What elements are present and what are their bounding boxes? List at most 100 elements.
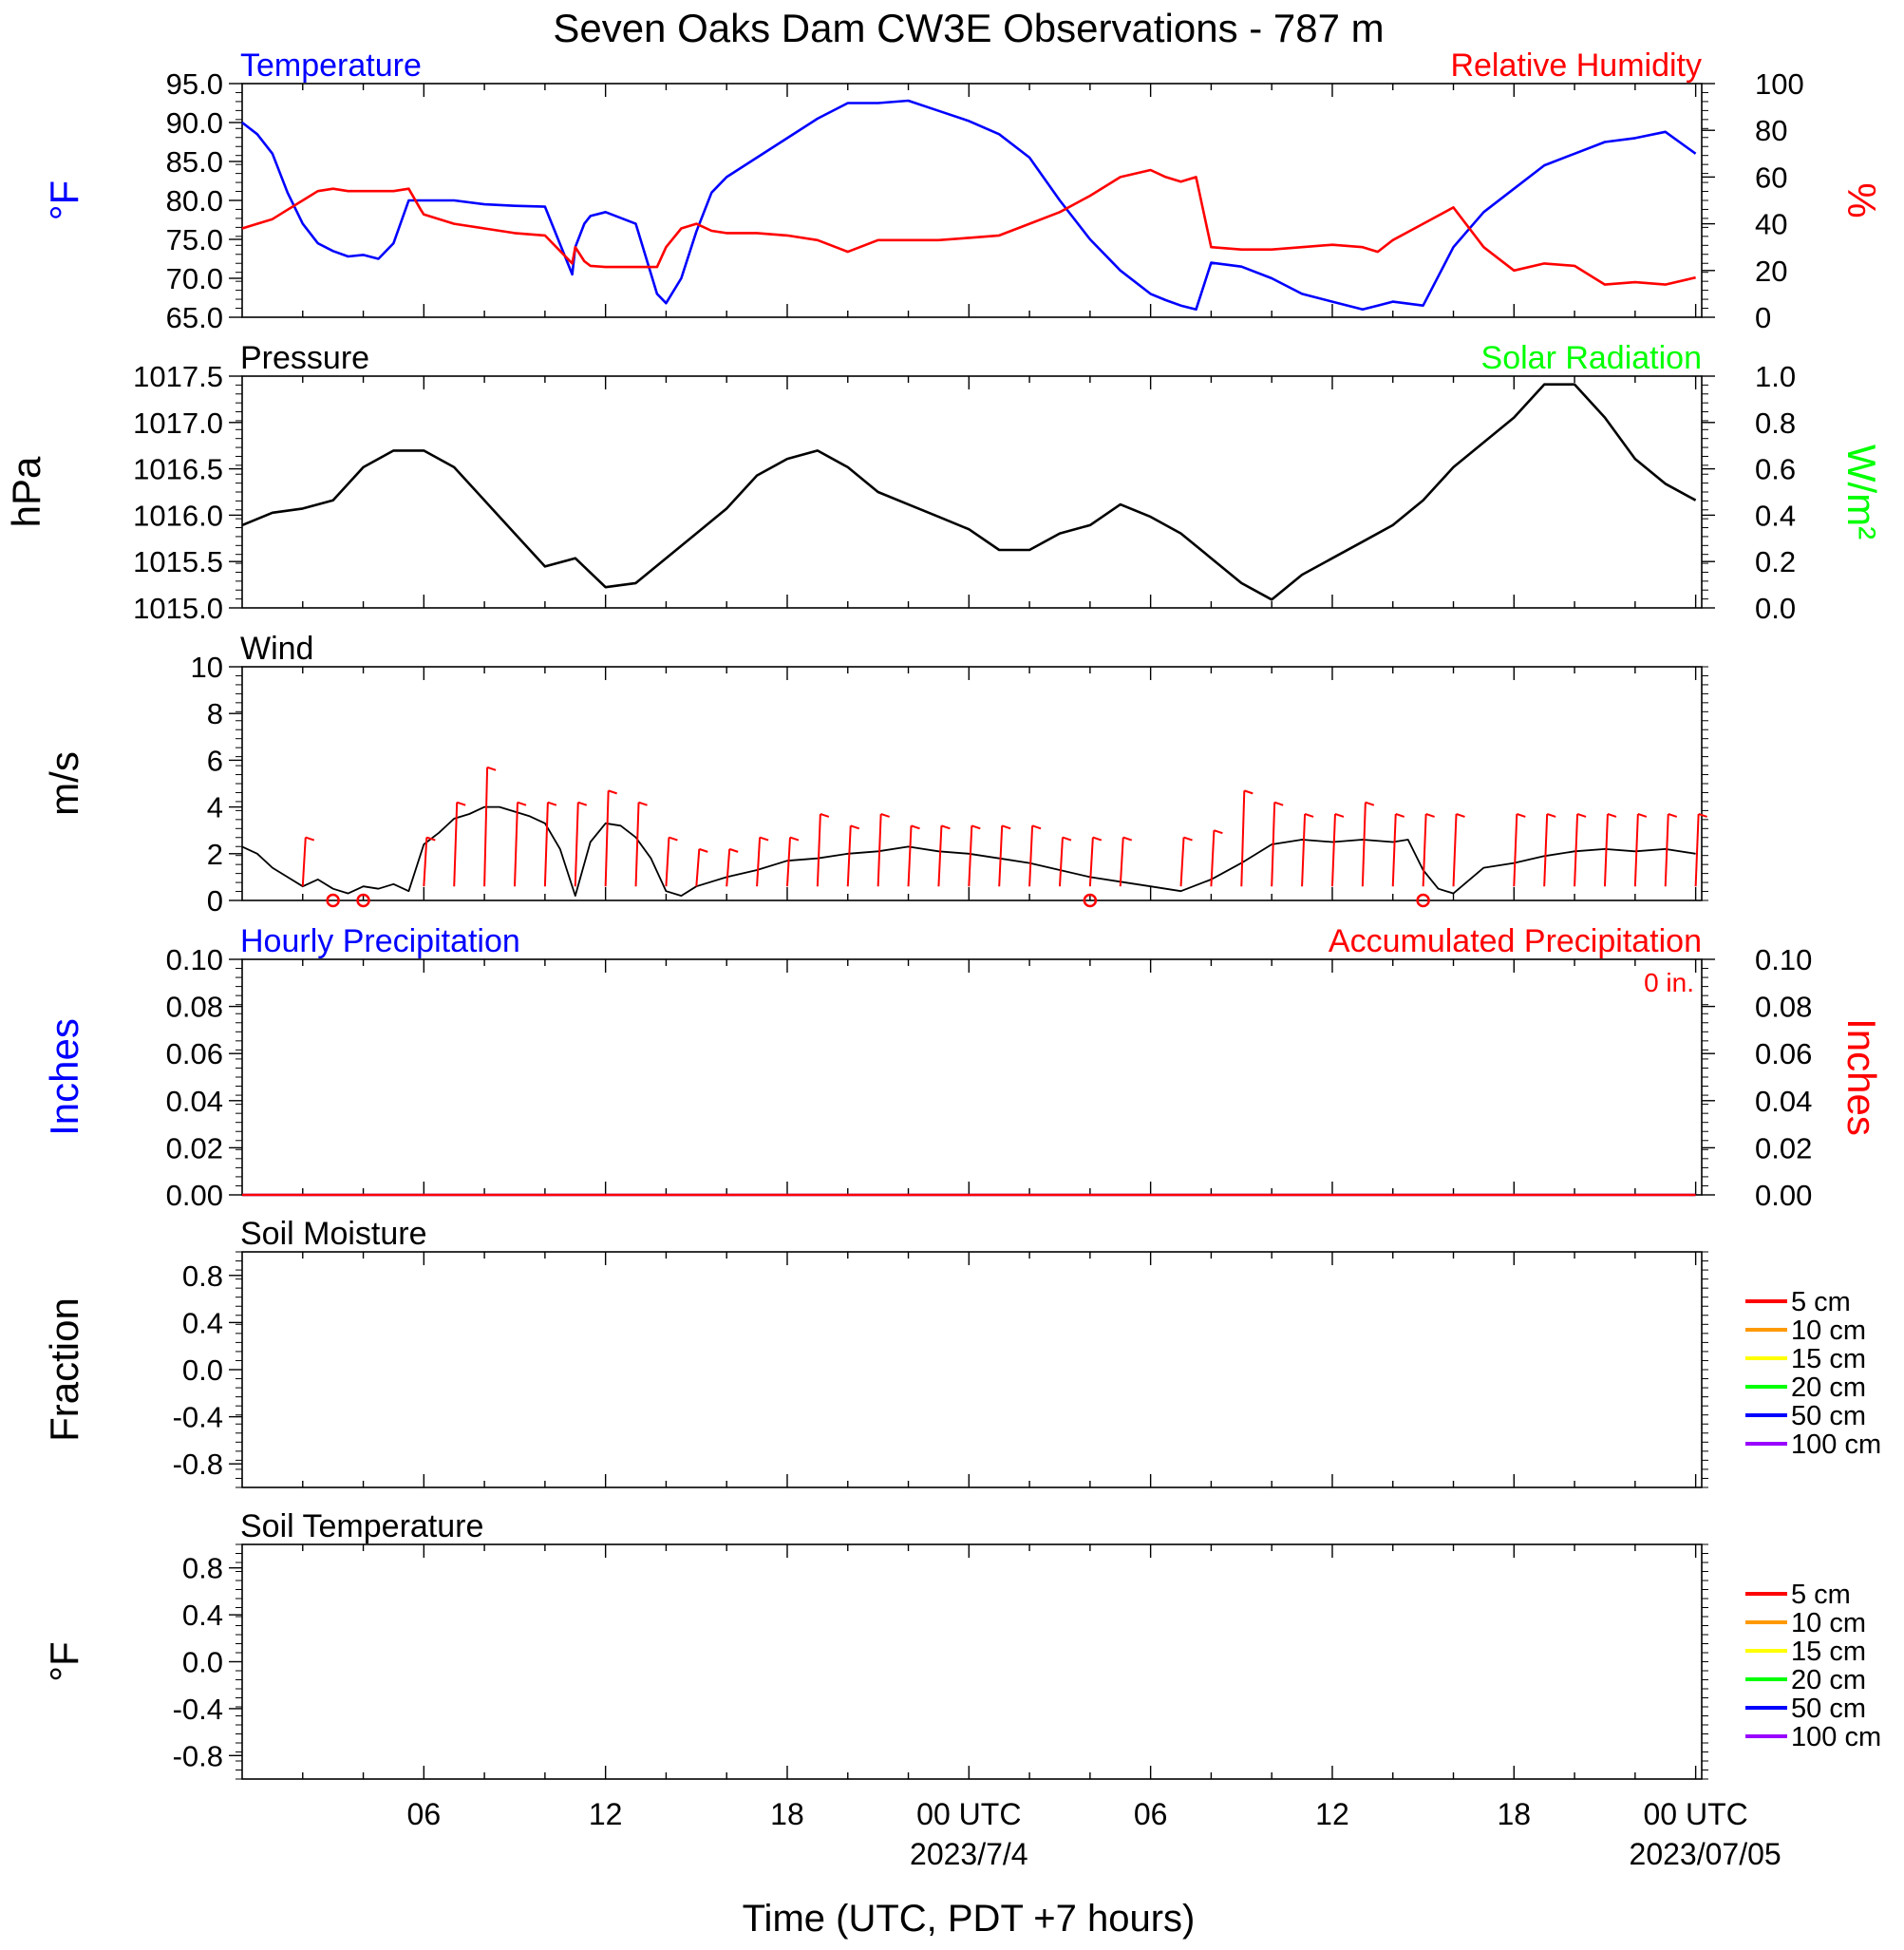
wind-barb — [1330, 813, 1336, 887]
wind-barb-flag — [638, 801, 648, 806]
wind-barb-flag — [608, 789, 617, 795]
y-tick-label-left: 70.0 — [166, 262, 223, 295]
panel-title-right: Solar Radiation — [1481, 340, 1702, 376]
y-tick-label-left: 1016.5 — [133, 453, 223, 486]
wind-barb — [1210, 830, 1216, 887]
wind-barb-flag — [1395, 813, 1405, 818]
wind-barb-flag — [1425, 813, 1435, 818]
panel-title-left: Soil Moisture — [240, 1216, 427, 1252]
wind-barb — [1694, 813, 1700, 887]
panel-frame — [241, 375, 1703, 609]
panel-frame — [241, 1251, 1703, 1488]
wind-barb-flag — [1516, 813, 1526, 818]
wind-barb — [1028, 825, 1034, 887]
wind-barb — [1391, 813, 1397, 887]
wind-barb — [513, 802, 518, 887]
series-line-wind — [241, 805, 1696, 897]
wind-barb — [1058, 837, 1064, 887]
wind-barb-flag — [728, 847, 739, 853]
panel-title-left: Hourly Precipitation — [240, 923, 520, 959]
y-tick-label-right: 0.00 — [1755, 1179, 1812, 1212]
series-line-relative-humidity — [241, 168, 1696, 286]
y-tick-label-left: 1017.5 — [133, 360, 223, 393]
x-tick-label: 12 — [1315, 1797, 1349, 1831]
y-tick-label-left: 2 — [207, 838, 223, 871]
y-tick-label-right: 0.04 — [1755, 1085, 1812, 1118]
wind-barb — [816, 813, 821, 887]
wind-barb — [726, 848, 731, 887]
wind-barb-flag — [699, 847, 708, 853]
wind-barb — [1574, 813, 1579, 887]
panel-wind: 10 8 6 4 2 0 Wind m/s — [42, 631, 1708, 918]
wind-barb — [665, 837, 670, 887]
legend-label: 10 cm — [1791, 1316, 1866, 1346]
y-tick-label-left: 90.0 — [166, 106, 223, 140]
x-date-label: 2023/07/05 — [1630, 1837, 1781, 1871]
legend-label: 15 cm — [1791, 1344, 1866, 1374]
wind-barb — [968, 825, 973, 887]
chart-title: Seven Oaks Dam CW3E Observations - 787 m — [553, 6, 1384, 50]
y-tick-label-left: 75.0 — [166, 223, 223, 256]
wind-barb — [695, 848, 701, 887]
wind-barb — [1603, 813, 1609, 887]
y-axis-label-left: hPa — [4, 456, 48, 527]
panels: 95.090.085.080.075.070.065.0100806040200… — [4, 47, 1884, 1871]
y-tick-label-right: 80 — [1755, 114, 1787, 147]
y-tick-label-right: 0.4 — [1755, 499, 1796, 532]
y-tick-label-left: 80.0 — [166, 184, 223, 218]
x-tick-label: 18 — [1497, 1797, 1531, 1831]
wind-barb-flag — [305, 836, 315, 842]
legend-label: 5 cm — [1791, 1580, 1851, 1610]
wind-barb — [877, 813, 882, 887]
wind-barb — [1543, 813, 1549, 887]
legend-label: 50 cm — [1791, 1694, 1866, 1724]
wind-barb — [907, 825, 913, 887]
panel-frame — [241, 1543, 1703, 1780]
wind-barb-flag — [820, 813, 830, 818]
x-tick-label: 00 UTC — [916, 1797, 1021, 1831]
y-tick-label-right: 0.08 — [1755, 991, 1812, 1024]
wind-barb — [846, 825, 852, 887]
panel-frame — [241, 666, 1703, 901]
panel-soil_moisture: 0.8 0.4 0.0 -0.4 -0.8 Soil Moisture Fraction 5 … — [42, 1216, 1881, 1488]
wind-barb-flag — [1607, 813, 1617, 818]
wind-barb — [574, 802, 579, 887]
y-tick-label-left: -0.4 — [173, 1693, 223, 1726]
wind-barb-flag — [1062, 836, 1072, 842]
wind-barb-flag — [941, 824, 951, 830]
y-tick-label-left: 0.4 — [182, 1599, 223, 1632]
panel-pressure_solar: 1017.5 1017.0 1016.5 1016.0 1015.5 1015.0 1.0 0… — [4, 340, 1884, 625]
x-tick-label: 12 — [589, 1797, 623, 1831]
y-tick-label-right: 100 — [1755, 67, 1804, 101]
wind-barb — [543, 802, 549, 887]
wind-barb — [1513, 813, 1518, 887]
wind-barb — [1664, 813, 1669, 887]
wind-barb-flag — [456, 801, 466, 806]
wind-barb — [937, 825, 943, 887]
legend-label: 100 cm — [1791, 1722, 1881, 1752]
wind-calm-marker — [356, 893, 370, 908]
wind-barb-flag — [971, 824, 981, 830]
y-tick-label-left: 0.04 — [166, 1085, 223, 1118]
panel-title-right: Relative Humidity — [1450, 47, 1702, 84]
wind-barb-flag — [1546, 813, 1556, 818]
y-tick-label-right: 0.10 — [1755, 943, 1812, 976]
wind-barb — [1301, 813, 1307, 887]
wind-barb — [998, 825, 1004, 887]
wind-barb-flag — [880, 813, 890, 818]
y-tick-label-right: 1.0 — [1755, 360, 1796, 393]
wind-barb-flag — [911, 824, 920, 830]
y-tick-label-left: 85.0 — [166, 145, 223, 179]
y-tick-label-right: 60 — [1755, 161, 1787, 194]
y-tick-label-left: 0.0 — [182, 1354, 223, 1387]
wind-barb-flag — [1092, 836, 1103, 842]
y-axis-label-left: Fraction — [42, 1297, 86, 1442]
wind-barb-flag — [1243, 789, 1254, 795]
x-tick-label: 00 UTC — [1643, 1797, 1747, 1831]
y-tick-label-left: 0.08 — [166, 991, 223, 1024]
y-tick-label-left: 0 — [207, 884, 223, 918]
y-axis-label-left: Inches — [42, 1018, 86, 1136]
wind-barb — [1452, 813, 1458, 887]
panel-title-left: Temperature — [240, 47, 422, 84]
wind-barb — [604, 790, 610, 887]
